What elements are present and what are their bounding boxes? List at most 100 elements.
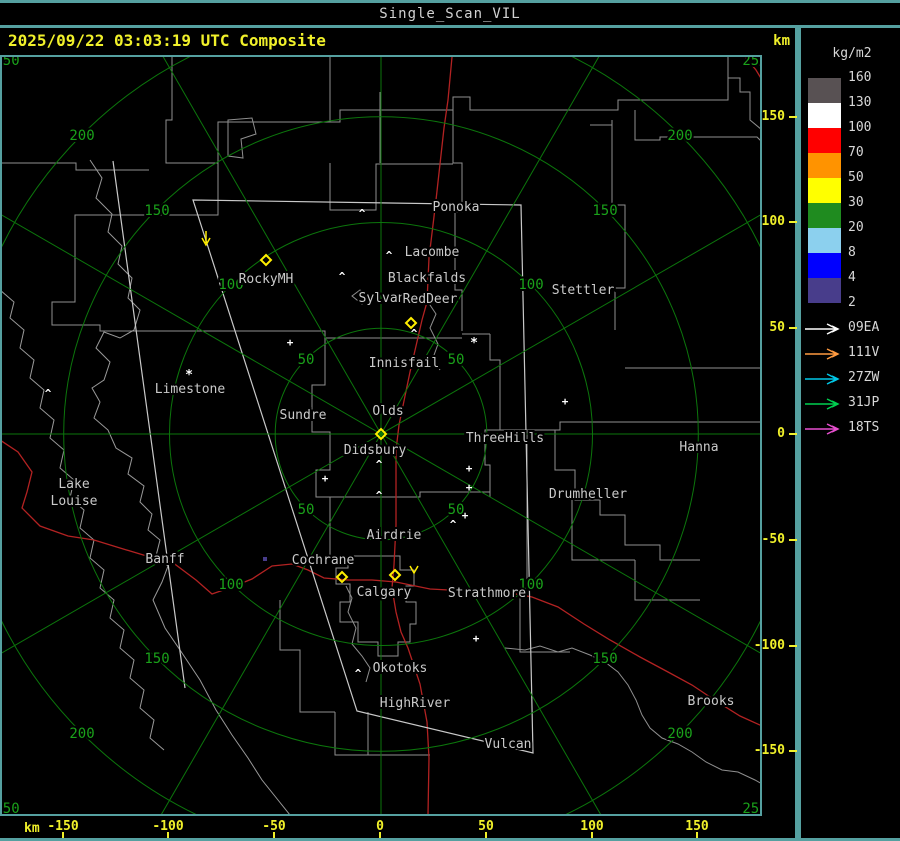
ring-distance-label: 150 <box>144 203 169 219</box>
legend-color-swatch <box>808 253 841 278</box>
legend-color-swatch <box>808 278 841 303</box>
city-label: Didsbury <box>344 443 407 458</box>
bottom-axis-tick-label: -50 <box>262 819 286 834</box>
bottom-axis-tick-label: 0 <box>376 819 384 834</box>
city-label: Limestone <box>155 382 226 397</box>
vector-arrow-icon <box>804 396 844 410</box>
bottom-border-line <box>0 838 900 841</box>
city-label: Ponoka <box>433 200 480 215</box>
legend-scale-label: 20 <box>848 220 864 235</box>
vector-arrow-icon <box>804 321 844 335</box>
ring-distance-label: 150 <box>144 651 169 667</box>
city-label: Drumheller <box>549 487 627 502</box>
legend-scale-label: 8 <box>848 245 856 260</box>
city-label: Sundre <box>280 408 327 423</box>
legend-color-swatch <box>808 203 841 228</box>
legend-scale-label: 130 <box>848 95 872 110</box>
vector-id-label: 27ZW <box>848 370 880 385</box>
town-asterisk-marker: * <box>470 336 478 351</box>
legend-color-swatch <box>808 153 841 178</box>
town-plus-marker: + <box>322 472 329 485</box>
ring-distance-label: 200 <box>69 726 94 742</box>
vector-arrow-icon <box>804 421 844 435</box>
city-label: HighRiver <box>380 696 451 711</box>
city-label: ThreeHills <box>466 431 544 446</box>
radial-line <box>2 214 760 654</box>
city-label: RedDeer <box>403 292 458 307</box>
town-caret-marker: ^ <box>450 518 457 531</box>
bottom-axis-tick-label: 50 <box>478 819 494 834</box>
title-divider-line <box>0 25 900 28</box>
legend-unit-label: kg/m2 <box>832 46 872 61</box>
vector-arrow-icon <box>804 371 844 385</box>
legend-color-swatch <box>808 228 841 253</box>
radar-site-diamond-icon <box>374 427 388 441</box>
ring-distance-label: 250 <box>742 801 763 817</box>
city-label: Sylvan <box>359 291 406 306</box>
legend-scale-label: 70 <box>848 145 864 160</box>
city-label: Blackfalds <box>388 271 466 286</box>
vee-marker-icon <box>409 565 419 575</box>
highway-1-road <box>2 57 760 726</box>
ring-distance-label: 200 <box>69 128 94 144</box>
bottom-axis-unit: km <box>24 821 40 836</box>
city-label: Cochrane <box>292 553 355 568</box>
ring-distance-label: 250 <box>0 801 20 817</box>
city-label: Lacombe <box>405 245 460 260</box>
town-caret-marker: ^ <box>339 270 346 283</box>
ring-distance-label: 100 <box>218 277 243 293</box>
ring-distance-label: 100 <box>518 577 543 593</box>
vector-id-label: 111V <box>848 345 880 360</box>
ring-distance-label: 200 <box>667 128 692 144</box>
ring-distance-label: 150 <box>592 203 617 219</box>
bottom-axis-tick-label: -150 <box>47 819 79 834</box>
legend-color-swatch <box>808 178 841 203</box>
ring-distance-label: 150 <box>592 651 617 667</box>
ring-distance-label: 50 <box>298 502 315 518</box>
vector-arrow-icon <box>804 346 844 360</box>
city-label: Banff <box>145 552 184 567</box>
vector-id-label: 18TS <box>848 420 880 435</box>
bottom-axis-tick-label: -100 <box>152 819 184 834</box>
radar-map-canvas[interactable]: 50 50 50 50 100 100 100 100 150 150 150 150 200 200 20… <box>0 55 763 817</box>
ring-distance-label: 250 <box>0 55 20 69</box>
radar-site-diamond-icon <box>404 316 418 330</box>
highway-2-road <box>391 57 453 814</box>
ring-distance-label: 100 <box>518 277 543 293</box>
city-label: Louise <box>51 494 98 509</box>
legend-color-swatch <box>808 103 841 128</box>
window-title: Single_Scan_VIL <box>379 6 521 22</box>
map-frame <box>0 55 762 816</box>
vector-id-label: 31JP <box>848 395 880 410</box>
bottom-axis-tick-label: 100 <box>580 819 604 834</box>
city-label: Airdrie <box>367 528 422 543</box>
legend-scale-label: 30 <box>848 195 864 210</box>
ring-distance-label: 200 <box>667 726 692 742</box>
city-label: Okotoks <box>373 661 428 676</box>
town-plus-marker: + <box>473 632 480 645</box>
town-plus-marker: + <box>462 509 469 522</box>
city-label: Olds <box>372 404 403 419</box>
radar-site-diamond-icon <box>388 568 402 582</box>
town-plus-marker: + <box>466 481 473 494</box>
bottom-axis-tick-label: 150 <box>685 819 709 834</box>
city-label: RockyMH <box>239 272 294 287</box>
town-plus-marker: + <box>466 462 473 475</box>
city-label: Stettler <box>552 283 615 298</box>
town-caret-marker: ^ <box>376 458 383 471</box>
legend-color-swatch <box>808 128 841 153</box>
ring-distance-label: 250 <box>742 55 763 69</box>
radar-site-diamond-icon <box>259 253 273 267</box>
mountain-park-boundary <box>2 159 290 814</box>
town-caret-marker: ^ <box>376 489 383 502</box>
town-caret-marker: ^ <box>359 207 366 220</box>
town-asterisk-marker: * <box>185 368 193 383</box>
vector-id-label: 09EA <box>848 320 880 335</box>
scan-timestamp: 2025/09/22 03:03:19 UTC Composite <box>8 31 326 50</box>
legend-scale-label: 100 <box>848 120 872 135</box>
top-border-line <box>0 0 900 3</box>
town-caret-marker: ^ <box>411 327 418 340</box>
town-plus-marker: + <box>562 395 569 408</box>
ring-distance-label: 100 <box>218 577 243 593</box>
legend-scale-label: 160 <box>848 70 872 85</box>
